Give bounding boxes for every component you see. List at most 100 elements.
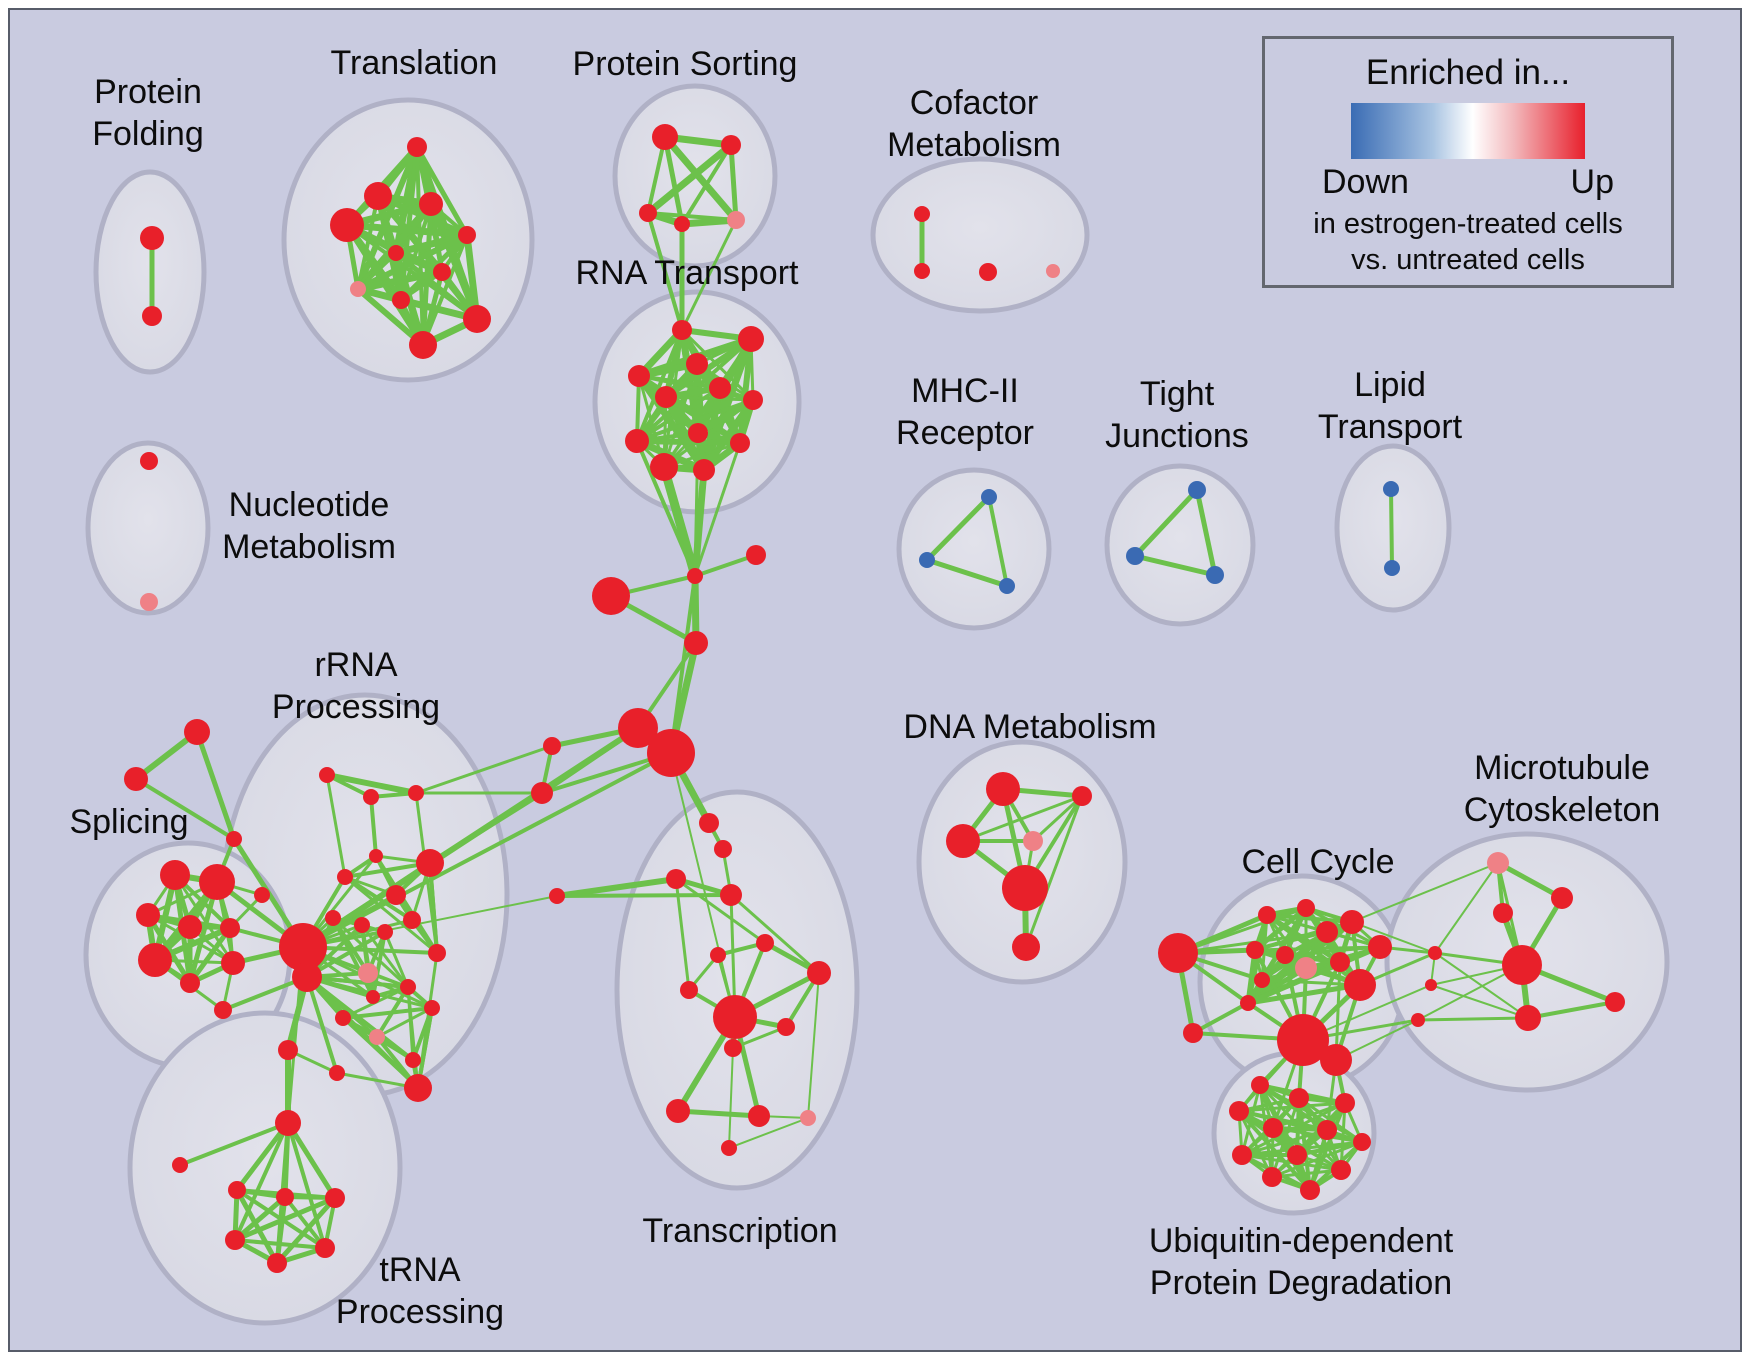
- network-node[interactable]: [1229, 1101, 1249, 1121]
- network-node[interactable]: [1317, 1120, 1337, 1140]
- network-node[interactable]: [1232, 1145, 1252, 1165]
- network-node[interactable]: [409, 331, 437, 359]
- network-node[interactable]: [358, 963, 378, 983]
- network-node[interactable]: [172, 1157, 188, 1173]
- network-node[interactable]: [738, 326, 764, 352]
- network-node[interactable]: [1428, 946, 1442, 960]
- network-node[interactable]: [1331, 1160, 1351, 1180]
- network-node[interactable]: [267, 1253, 287, 1273]
- network-node[interactable]: [639, 204, 657, 222]
- network-node[interactable]: [1344, 969, 1376, 1001]
- network-node[interactable]: [292, 962, 322, 992]
- network-node[interactable]: [743, 390, 763, 410]
- network-node[interactable]: [655, 386, 677, 408]
- network-node[interactable]: [720, 884, 742, 906]
- network-node[interactable]: [549, 888, 565, 904]
- network-node[interactable]: [531, 782, 553, 804]
- network-node[interactable]: [686, 353, 708, 375]
- network-node[interactable]: [428, 944, 446, 962]
- network-node[interactable]: [684, 631, 708, 655]
- network-node[interactable]: [999, 578, 1015, 594]
- network-node[interactable]: [1277, 1014, 1329, 1066]
- network-node[interactable]: [1487, 852, 1509, 874]
- network-node[interactable]: [672, 320, 692, 340]
- network-node[interactable]: [377, 924, 393, 940]
- network-node[interactable]: [1287, 1145, 1307, 1165]
- network-node[interactable]: [756, 934, 774, 952]
- network-node[interactable]: [226, 831, 242, 847]
- network-node[interactable]: [652, 124, 678, 150]
- network-node[interactable]: [160, 860, 190, 890]
- network-node[interactable]: [666, 869, 686, 889]
- network-node[interactable]: [919, 552, 935, 568]
- network-node[interactable]: [709, 377, 731, 399]
- network-node[interactable]: [325, 1188, 345, 1208]
- network-node[interactable]: [721, 135, 741, 155]
- network-node[interactable]: [688, 423, 708, 443]
- network-node[interactable]: [674, 216, 690, 232]
- network-node[interactable]: [1340, 910, 1364, 934]
- network-node[interactable]: [1320, 1044, 1352, 1076]
- network-node[interactable]: [710, 947, 726, 963]
- network-node[interactable]: [1023, 831, 1043, 851]
- network-node[interactable]: [408, 785, 424, 801]
- network-node[interactable]: [914, 263, 930, 279]
- network-node[interactable]: [463, 305, 491, 333]
- network-node[interactable]: [433, 263, 451, 281]
- network-node[interactable]: [800, 1110, 816, 1126]
- network-node[interactable]: [1276, 946, 1294, 964]
- network-node[interactable]: [618, 708, 658, 748]
- network-node[interactable]: [319, 767, 335, 783]
- network-node[interactable]: [335, 1010, 351, 1026]
- network-node[interactable]: [1605, 992, 1625, 1012]
- network-node[interactable]: [325, 910, 341, 926]
- network-node[interactable]: [315, 1238, 335, 1258]
- network-node[interactable]: [748, 1105, 770, 1127]
- network-node[interactable]: [721, 1140, 737, 1156]
- network-node[interactable]: [136, 903, 160, 927]
- network-node[interactable]: [142, 306, 162, 326]
- network-node[interactable]: [1493, 903, 1513, 923]
- network-node[interactable]: [369, 849, 383, 863]
- network-node[interactable]: [350, 281, 366, 297]
- network-node[interactable]: [592, 577, 630, 615]
- network-node[interactable]: [1206, 566, 1224, 584]
- network-node[interactable]: [1251, 1076, 1269, 1094]
- network-node[interactable]: [366, 990, 380, 1004]
- network-node[interactable]: [180, 973, 200, 993]
- network-node[interactable]: [1188, 481, 1206, 499]
- network-node[interactable]: [228, 1181, 246, 1199]
- network-node[interactable]: [458, 226, 476, 244]
- network-node[interactable]: [388, 245, 404, 261]
- network-node[interactable]: [727, 211, 745, 229]
- network-node[interactable]: [275, 1110, 301, 1136]
- network-node[interactable]: [225, 1230, 245, 1250]
- network-node[interactable]: [392, 291, 410, 309]
- network-node[interactable]: [124, 767, 148, 791]
- network-node[interactable]: [1072, 786, 1092, 806]
- network-node[interactable]: [363, 789, 379, 805]
- network-node[interactable]: [184, 719, 210, 745]
- network-node[interactable]: [140, 452, 158, 470]
- network-node[interactable]: [1289, 1088, 1309, 1108]
- network-node[interactable]: [400, 979, 416, 995]
- network-node[interactable]: [220, 918, 240, 938]
- network-node[interactable]: [680, 981, 698, 999]
- network-node[interactable]: [1551, 887, 1573, 909]
- network-node[interactable]: [1263, 1118, 1283, 1138]
- network-node[interactable]: [1262, 1167, 1282, 1187]
- network-node[interactable]: [1316, 921, 1338, 943]
- network-node[interactable]: [405, 1052, 421, 1068]
- network-node[interactable]: [1183, 1023, 1203, 1043]
- network-node[interactable]: [699, 813, 719, 833]
- network-node[interactable]: [416, 849, 444, 877]
- network-node[interactable]: [979, 263, 997, 281]
- network-node[interactable]: [1258, 906, 1276, 924]
- network-node[interactable]: [625, 429, 649, 453]
- network-node[interactable]: [693, 459, 715, 481]
- network-node[interactable]: [278, 1040, 298, 1060]
- network-node[interactable]: [628, 365, 650, 387]
- network-node[interactable]: [807, 961, 831, 985]
- network-node[interactable]: [1330, 952, 1350, 972]
- network-node[interactable]: [140, 226, 164, 250]
